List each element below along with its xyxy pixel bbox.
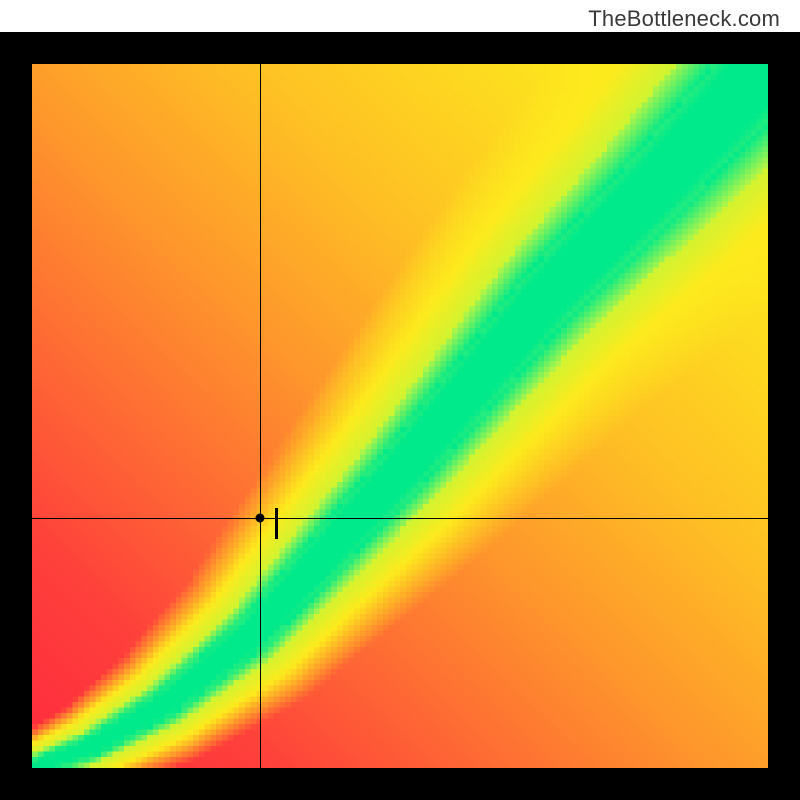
heatmap-plot bbox=[32, 64, 768, 768]
chart-container: TheBottleneck.com bbox=[0, 0, 800, 800]
crosshair-vertical bbox=[260, 64, 261, 768]
watermark-text: TheBottleneck.com bbox=[588, 6, 780, 32]
heatmap-canvas bbox=[32, 64, 768, 768]
crosshair-marker bbox=[256, 514, 265, 523]
axis-tick bbox=[275, 508, 278, 540]
crosshair-horizontal bbox=[32, 518, 768, 519]
chart-frame bbox=[0, 32, 800, 800]
